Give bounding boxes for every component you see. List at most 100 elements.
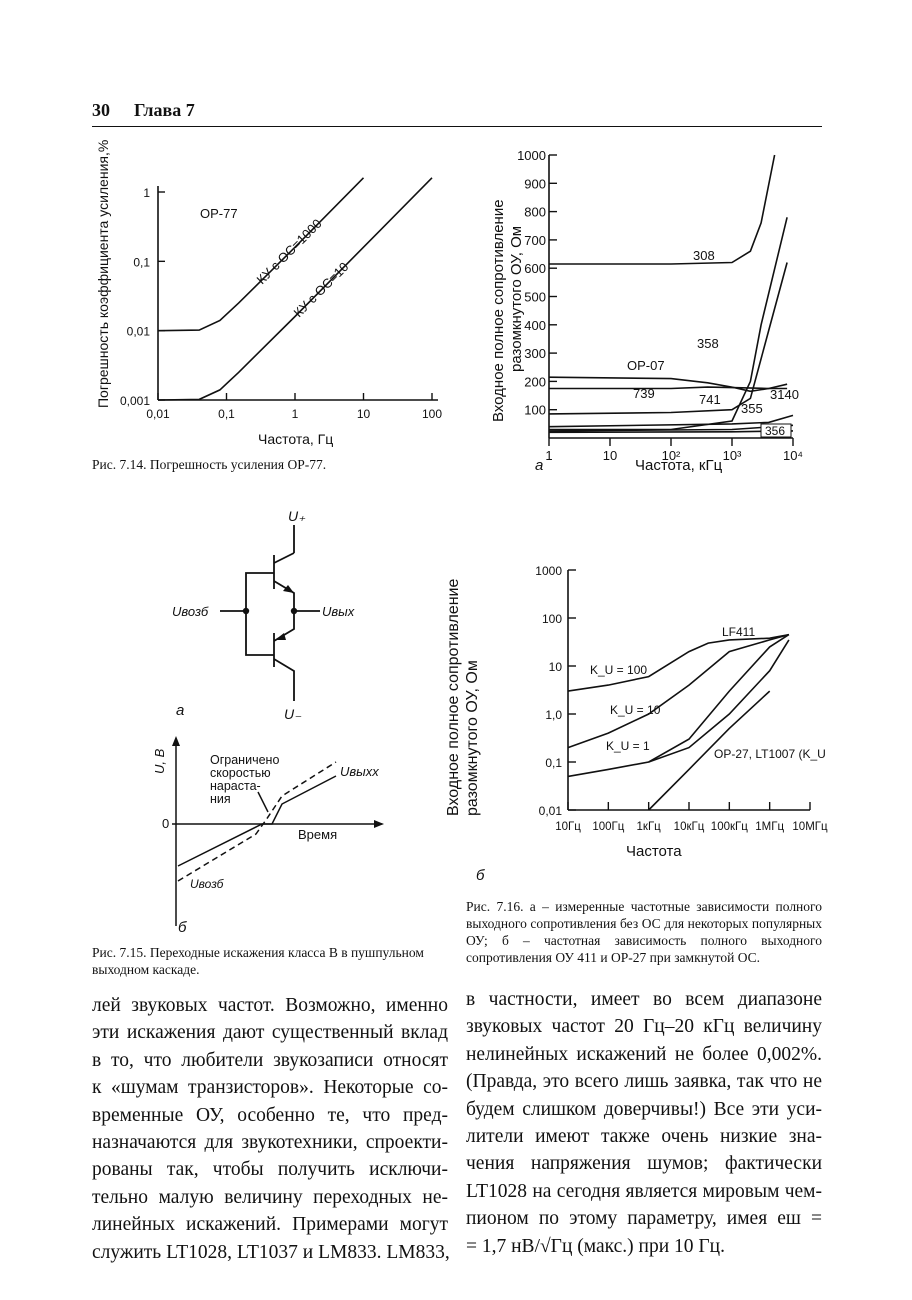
y-axis-label-line: Входное полное сопротивление — [490, 199, 507, 422]
y-tick-labels: 100 200 300 400 500 600 700 800 900 1000 — [517, 148, 546, 418]
y-tick-labels: 0,001 0,01 0,1 1 — [120, 186, 150, 408]
text-line: служить LT1028, LT1037 и LM833. LM833, — [92, 1241, 450, 1263]
series-label-box-356 — [760, 423, 792, 438]
label-u-minus: U₋ — [284, 706, 302, 722]
x-tick-label: 100кГц — [711, 821, 748, 833]
y-tick-label: 1,0 — [545, 708, 562, 722]
series-line — [567, 633, 790, 778]
chart-axes — [548, 154, 794, 446]
series-line — [548, 414, 794, 428]
y-tick-label: 900 — [524, 176, 546, 191]
y-tick-label: 0,1 — [545, 756, 562, 770]
text-line: чения напряжения шумов; фактически — [466, 1153, 822, 1175]
y-tick-label: 0,1 — [133, 255, 150, 269]
x-tick-labels: 10Гц 100Гц 1кГц 10кГц 100кГц 1МГц 10МГц — [555, 821, 828, 833]
series-label-ku100: K_U = 100 — [590, 663, 647, 677]
series-label-ku1000: КУ с ОС=1000 — [254, 216, 325, 287]
y-tick-label: 200 — [524, 374, 546, 389]
x-tick-label: 10кГц — [674, 821, 705, 833]
y-tick-label: 0,01 — [127, 325, 151, 339]
series-line — [157, 177, 365, 332]
output-curve-solid — [177, 775, 337, 867]
series-line — [157, 177, 433, 401]
series-label-ku1: K_U = 1 — [606, 739, 650, 753]
annotation-line: Ограничено — [210, 753, 279, 767]
y-tick-label: 500 — [524, 290, 546, 305]
x-tick-label: 10Гц — [555, 821, 581, 833]
y-tick-label: 100 — [542, 612, 562, 626]
y-tick-label: 1 — [143, 186, 150, 200]
text-line: нелинейных искажений не более 0,002%. — [466, 1043, 822, 1065]
series-line — [549, 154, 776, 265]
x-tick-labels: 1 10 10² 10³ 10⁴ — [545, 448, 803, 463]
series-line — [567, 633, 790, 749]
body-text-right-column: в частности, имеет во всем диапазоне звук… — [466, 986, 822, 1260]
upper-emitter — [273, 580, 295, 611]
junction-dot — [290, 607, 298, 615]
figure-7-15-caption: Рис. 7.15. Переходные искажения класса В… — [92, 945, 424, 977]
series-label-op27: OP-27, LT1007 (K_U = 1) — [714, 747, 828, 761]
figure-7-16-caption: Рис. 7.16. а – измеренные частотные зави… — [466, 899, 822, 965]
text-line: тельно малую величину переходных не- — [92, 1186, 448, 1208]
series-label-u-in: Uвозб — [190, 877, 225, 891]
figure-7-14-chart: Погрешность коэффициента усиления,% 0,00… — [95, 140, 442, 447]
x-axis-label: Частота — [626, 843, 682, 860]
series-label-ku10: K_U = 10 — [610, 703, 661, 717]
y-axis-label: Входное полное сопротивлениеразомкнутого… — [490, 199, 525, 422]
series-group — [157, 177, 433, 401]
series-label-ku10: КУ с ОС=10 — [291, 259, 352, 320]
y-tick-label: 100 — [524, 403, 546, 418]
y-axis-label: U, В — [152, 748, 167, 774]
chart-annotation-op77: OP-77 — [200, 206, 238, 221]
x-tick-label: 1 — [292, 407, 299, 421]
series-line — [567, 633, 790, 692]
annotation-line: скоростью — [210, 766, 271, 780]
base-wire — [220, 572, 274, 656]
x-tick-label: 10⁴ — [783, 448, 803, 463]
x-tick-label: 100 — [422, 407, 442, 421]
x-axis-label: Время — [298, 827, 337, 842]
series-line — [648, 639, 790, 763]
x-tick-label: 100Гц — [592, 821, 624, 833]
text-line: в частности, имеет во всем диапазоне — [466, 989, 822, 1010]
y-tick-label: 800 — [524, 205, 546, 220]
series-label-op07: OP-07 — [627, 358, 665, 373]
series-label-3140: 3140 — [770, 387, 799, 402]
series-label-358: 358 — [697, 336, 719, 351]
text-line: будем слишком доверчивы!) Все эти уси- — [466, 1098, 822, 1120]
x-tick-labels: 0,01 0,1 1 10 100 — [146, 407, 442, 421]
y-axis-label: Погрешность коэффициента усиления,% — [95, 140, 111, 408]
y-tick-label: 400 — [524, 318, 546, 333]
y-axis-label-line: разомкнутого ОУ, Ом — [508, 226, 525, 372]
x-tick-label: 0,1 — [218, 407, 235, 421]
text-line: временные ОУ, особенно те, что пред- — [92, 1104, 448, 1126]
upper-collector — [273, 552, 295, 564]
figure-7-15b-chart: U, В 0 Ограничено скоростью нараста-ния Вр… — [152, 736, 384, 936]
label-u-in: Uвозб — [172, 604, 209, 619]
upper-emitter-arrow — [283, 585, 294, 593]
chapter-title: Глава 7 — [134, 100, 195, 120]
text-line: пионом по этому параметру, имея eш = — [466, 1208, 822, 1230]
y-axis-label-line: разомкнутого ОУ, Ом — [464, 660, 481, 816]
y-tick-label: 700 — [524, 233, 546, 248]
body-text-left-column: лей звуковых частот. Возможно, именно эти… — [92, 992, 450, 1266]
x-tick-label: 10МГц — [792, 821, 828, 833]
panel-label: а — [535, 457, 543, 474]
y-tick-labels: 0,01 0,1 1,0 10 100 1000 — [535, 564, 562, 818]
series-line — [548, 262, 788, 415]
series-label-308: 308 — [693, 248, 715, 263]
text-line: в то, что любители звукозаписи относят — [92, 1049, 448, 1071]
series-label-u-out: Uвыхх — [340, 764, 379, 779]
x-axis-label: Частота, кГц — [635, 457, 723, 474]
label-u-plus: U₊ — [288, 508, 306, 524]
x-tick-label: 0,01 — [146, 407, 170, 421]
text-line: (Правда, это всего лишь заявка, так что … — [466, 1071, 822, 1093]
chart-axes — [567, 569, 811, 811]
x-tick-label: 10 — [603, 448, 617, 463]
x-tick-label: 10³ — [723, 448, 742, 463]
series-line — [549, 386, 788, 390]
annotation-pointer — [257, 791, 269, 813]
text-line: = 1,7 нВ/√Гц (макс.) при 10 Гц. — [466, 1235, 725, 1257]
series-label-741: 741 — [699, 392, 721, 407]
x-tick-label: 10 — [357, 407, 371, 421]
